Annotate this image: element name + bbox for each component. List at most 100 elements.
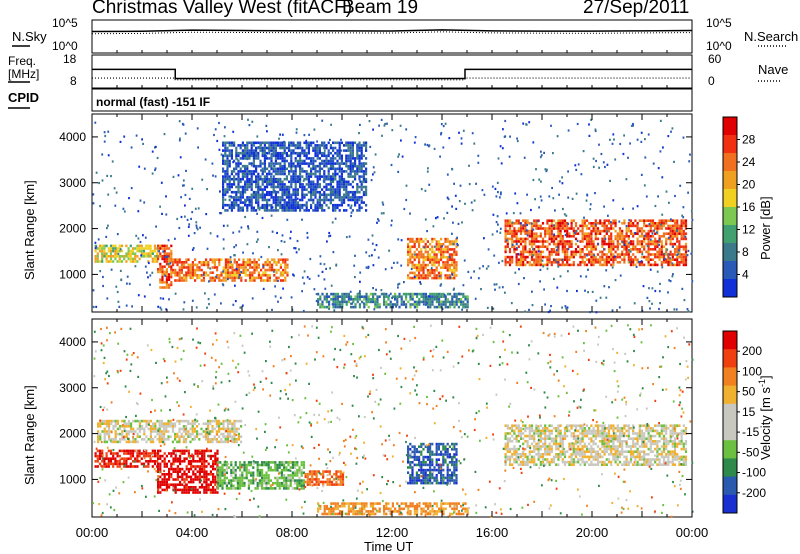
- data-cell: [572, 255, 575, 259]
- data-cell: [656, 253, 659, 256]
- data-cell: [424, 303, 427, 306]
- noise-cell: [461, 221, 463, 224]
- data-cell: [233, 261, 236, 264]
- data-cell: [292, 164, 295, 168]
- data-cell: [270, 177, 273, 181]
- data-cell: [136, 244, 139, 248]
- data-cell: [555, 245, 558, 248]
- noise-cell: [528, 121, 531, 124]
- data-cell: [310, 141, 313, 145]
- data-cell: [168, 486, 171, 489]
- data-cell: [568, 245, 571, 248]
- data-cell: [257, 177, 260, 181]
- data-cell: [539, 263, 542, 267]
- data-cell: [232, 479, 235, 482]
- data-cell: [318, 164, 321, 168]
- data-cell: [314, 183, 317, 186]
- noise-cell: [386, 122, 388, 125]
- data-cell: [247, 479, 250, 482]
- data-cell: [183, 449, 186, 453]
- data-cell: [285, 201, 288, 204]
- data-cell: [444, 276, 447, 280]
- noise-cell: [125, 304, 128, 307]
- data-cell: [207, 488, 210, 492]
- data-cell: [200, 263, 203, 267]
- noise-cell: [230, 260, 232, 264]
- data-cell: [157, 255, 160, 258]
- data-cell: [196, 491, 199, 494]
- data-cell: [594, 248, 597, 251]
- data-cell: [125, 260, 128, 263]
- data-cell: [239, 170, 242, 173]
- data-cell: [250, 183, 253, 186]
- data-cell: [358, 154, 361, 158]
- data-cell: [358, 295, 361, 298]
- data-cell: [238, 263, 241, 267]
- noise-cell: [598, 166, 600, 169]
- data-cell: [283, 149, 286, 152]
- data-cell: [176, 470, 179, 473]
- data-cell: [198, 480, 201, 484]
- data-cell: [240, 263, 243, 267]
- data-cell: [272, 481, 275, 485]
- data-cell: [250, 201, 253, 204]
- noise-cell: [636, 138, 639, 141]
- data-cell: [222, 170, 225, 173]
- noise-cell: [98, 181, 100, 185]
- noise-cell: [546, 267, 549, 270]
- data-cell: [259, 175, 262, 178]
- data-cell: [440, 292, 443, 296]
- data-cell: [281, 180, 284, 184]
- data-cell: [660, 235, 663, 238]
- noise-cell: [334, 206, 336, 209]
- data-cell: [131, 452, 135, 455]
- data-cell: [535, 232, 538, 235]
- data-cell: [249, 258, 252, 261]
- data-cell: [340, 198, 343, 202]
- data-cell: [281, 190, 284, 194]
- data-cell: [290, 183, 293, 186]
- data-cell: [321, 151, 324, 155]
- data-cell: [524, 240, 527, 243]
- data-cell: [290, 154, 293, 158]
- data-cell: [232, 476, 235, 480]
- data-cell: [354, 193, 357, 197]
- data-cell: [535, 245, 538, 248]
- data-cell: [442, 292, 445, 296]
- noise-cell: [625, 225, 628, 228]
- data-cell: [302, 479, 305, 482]
- data-cell: [183, 266, 186, 269]
- data-cell: [327, 193, 330, 197]
- data-cell: [515, 219, 518, 222]
- data-cell: [590, 232, 593, 235]
- data-cell: [266, 175, 269, 178]
- noise-cell: [396, 261, 399, 264]
- data-cell: [136, 460, 139, 463]
- data-cell: [296, 162, 299, 165]
- data-cell: [251, 279, 254, 282]
- data-cell: [349, 159, 352, 163]
- data-cell: [508, 248, 512, 251]
- data-cell: [446, 276, 449, 280]
- data-cell: [583, 255, 586, 259]
- noise-cell: [435, 217, 437, 220]
- data-cell: [249, 274, 252, 277]
- data-cell: [163, 249, 166, 253]
- data-cell: [187, 454, 190, 458]
- noise-cell: [619, 274, 622, 277]
- data-cell: [232, 468, 235, 472]
- data-cell: [433, 305, 436, 309]
- data-cell: [673, 222, 677, 225]
- data-cell: [453, 261, 456, 264]
- data-cell: [263, 479, 266, 482]
- data-cell: [105, 457, 108, 460]
- noise-cell: [651, 287, 654, 290]
- noise-cell: [101, 179, 104, 182]
- data-cell: [418, 255, 421, 259]
- data-cell: [181, 491, 184, 494]
- data-cell: [222, 144, 225, 147]
- data-cell: [282, 261, 285, 264]
- data-cell: [662, 235, 666, 238]
- noise-cell: [321, 270, 324, 273]
- data-cell: [203, 486, 206, 489]
